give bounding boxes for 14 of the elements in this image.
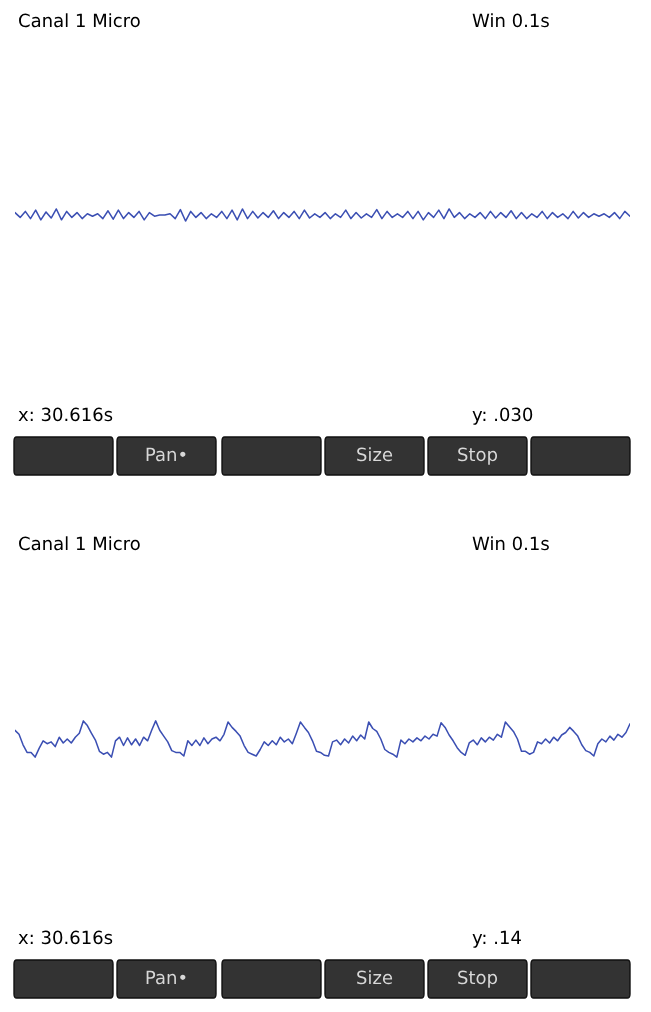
text: Size — [357, 447, 393, 462]
text: x: 30.616s — [18, 407, 113, 422]
chart-subtitle: Win 0.1s — [472, 536, 549, 551]
text: Stop — [458, 970, 498, 988]
text: Stop — [458, 447, 498, 465]
text: Pan• — [146, 447, 186, 462]
text: y: .030 — [472, 407, 533, 425]
text: Size — [357, 970, 393, 985]
chart-title: Canal 1 Micro — [19, 13, 140, 28]
chart-subtitle: Win 0.1s — [472, 13, 549, 28]
text: y: .14 — [472, 930, 521, 948]
text: Pan• — [146, 970, 186, 985]
text: x: 30.616s — [18, 930, 113, 945]
chart-title: Canal 1 Micro — [19, 536, 140, 551]
